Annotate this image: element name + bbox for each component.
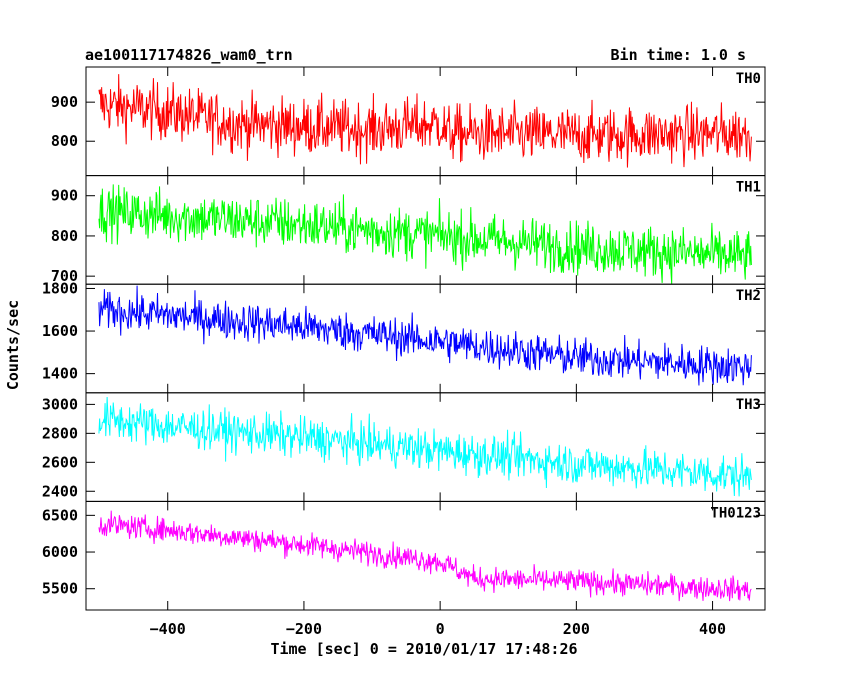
y-tick-label: 900 bbox=[51, 187, 78, 205]
y-tick-label: 1800 bbox=[42, 279, 78, 297]
y-tick-label: 800 bbox=[51, 132, 78, 150]
series-line-th3 bbox=[98, 397, 752, 497]
series-line-th0 bbox=[98, 74, 752, 168]
y-tick-label: 6500 bbox=[42, 506, 78, 524]
chart-title: ae100117174826_wam0_trn bbox=[85, 46, 293, 64]
series-line-th1 bbox=[98, 184, 752, 285]
x-tick-label: 0 bbox=[436, 620, 445, 638]
panel-label: TH0 bbox=[736, 71, 761, 87]
x-tick-label: −400 bbox=[150, 620, 186, 638]
panels: 800 900 TH0 700 800 900 TH1 1400 1600 1800 TH2 2400… bbox=[42, 66, 766, 638]
bin-time-label: Bin time: 1.0 s bbox=[611, 46, 746, 64]
y-tick-label: 2800 bbox=[42, 424, 78, 442]
y-tick-label: 6000 bbox=[42, 543, 78, 561]
y-tick-label: 5500 bbox=[42, 580, 78, 598]
panel-label: TH3 bbox=[736, 397, 761, 413]
y-tick-label: 700 bbox=[51, 267, 78, 285]
panel-th0123: 5500 6000 6500 TH0123 bbox=[42, 500, 766, 611]
panel-frame bbox=[85, 283, 766, 394]
panel-th1: 700 800 900 TH1 bbox=[51, 175, 766, 285]
y-tick-label: 2600 bbox=[42, 453, 78, 471]
panel-label: TH2 bbox=[736, 288, 761, 304]
panel-label: TH1 bbox=[736, 180, 761, 196]
series-line-th0123 bbox=[98, 510, 752, 602]
x-axis-label: Time [sec] 0 = 2010/01/17 17:48:26 bbox=[270, 640, 577, 658]
panel-th2: 1400 1600 1800 TH2 bbox=[42, 279, 766, 394]
y-tick-label: 1600 bbox=[42, 322, 78, 340]
x-tick-label: −200 bbox=[286, 620, 322, 638]
panel-th0: 800 900 TH0 bbox=[51, 66, 766, 177]
panel-frame bbox=[85, 500, 766, 611]
y-tick-label: 2400 bbox=[42, 482, 78, 500]
panel-th3: 2400 2600 2800 3000 TH3 bbox=[42, 392, 766, 502]
x-tick-label: 200 bbox=[563, 620, 590, 638]
y-tick-label: 800 bbox=[51, 227, 78, 245]
y-axis-label: Counts/sec bbox=[4, 300, 22, 390]
panel-label: TH0123 bbox=[710, 505, 761, 521]
y-tick-label: 1400 bbox=[42, 365, 78, 383]
y-tick-label: 900 bbox=[51, 93, 78, 111]
series-line-th2 bbox=[98, 285, 752, 386]
y-tick-label: 3000 bbox=[42, 395, 78, 413]
x-tick-label: 400 bbox=[699, 620, 726, 638]
